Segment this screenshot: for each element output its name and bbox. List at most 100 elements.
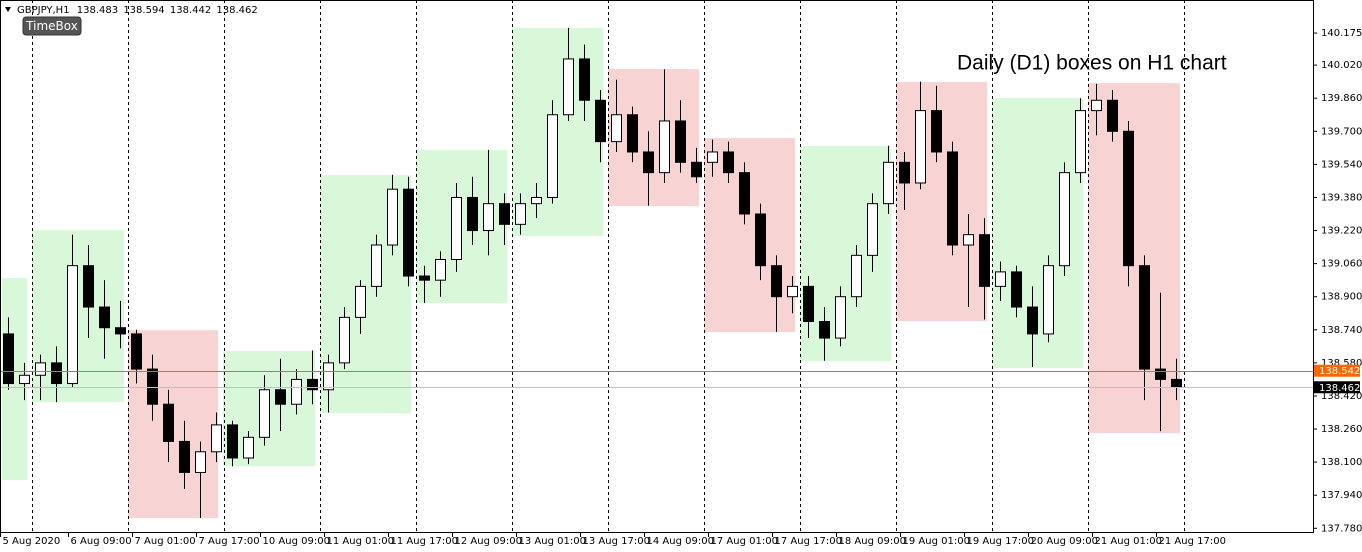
x-tick-label: 12 Aug 09:00 xyxy=(455,536,522,547)
y-tick-label: 138.900 xyxy=(1321,292,1362,303)
x-tick-label: 5 Aug 2020 xyxy=(3,536,61,547)
candle-body xyxy=(1155,368,1166,380)
header-close: 138.462 xyxy=(216,5,257,16)
candle-body xyxy=(467,196,478,232)
candle-body xyxy=(899,161,910,184)
x-tick-label: 13 Aug 17:00 xyxy=(583,536,650,547)
candle-body xyxy=(803,285,814,323)
header-open: 138.483 xyxy=(77,5,118,16)
x-tick-label: 20 Aug 09:00 xyxy=(1031,536,1098,547)
header: GBPJPY,H1 138.483 138.594 138.442 138.46… xyxy=(17,5,258,16)
candle-body xyxy=(195,451,206,473)
x-tick-label: 19 Aug 01:00 xyxy=(903,536,970,547)
x-tick-label: 18 Aug 09:00 xyxy=(839,536,906,547)
candle-body xyxy=(547,114,558,198)
plot-frame xyxy=(0,0,1314,533)
candle-body xyxy=(147,368,158,405)
candle-body xyxy=(1091,99,1102,112)
y-tick-label: 138.420 xyxy=(1321,391,1362,402)
candle-body xyxy=(67,265,78,385)
annotation: Daily (D1) boxes on H1 chart xyxy=(957,52,1227,75)
price-lines xyxy=(0,371,1313,388)
candle-body xyxy=(659,120,670,174)
candle-body xyxy=(963,234,974,246)
x-tick-label: 14 Aug 09:00 xyxy=(647,536,714,547)
candle-body xyxy=(979,234,990,287)
candle-body xyxy=(1059,172,1070,267)
candle-body xyxy=(1171,378,1182,388)
candle-body xyxy=(851,254,862,298)
candle-body xyxy=(563,58,574,116)
y-tick-label: 140.020 xyxy=(1321,60,1362,71)
day-box xyxy=(704,138,795,333)
candle-body xyxy=(227,424,238,459)
candle-body xyxy=(915,110,926,184)
price-tag xyxy=(1314,381,1360,394)
x-tick-label: 10 Aug 09:00 xyxy=(263,536,330,547)
y-tick-label: 138.580 xyxy=(1321,358,1362,369)
y-tick-label: 140.175 xyxy=(1321,28,1362,39)
candle-body xyxy=(179,440,190,473)
candle-body xyxy=(275,389,286,405)
candle-body xyxy=(403,188,414,277)
candle-body xyxy=(771,265,782,298)
menu-arrow[interactable] xyxy=(5,7,11,12)
candle-body xyxy=(595,99,606,143)
button-bg[interactable] xyxy=(22,16,82,36)
candle-body xyxy=(739,172,750,215)
x-tick-label: 7 Aug 01:00 xyxy=(135,536,196,547)
candle-body xyxy=(819,321,830,339)
candle-body xyxy=(355,285,366,318)
candle-body xyxy=(1139,265,1150,370)
candle-body xyxy=(1011,271,1022,308)
price-tag xyxy=(1314,364,1360,377)
symbol: GBPJPY,H1 xyxy=(17,5,70,16)
candle-body xyxy=(1107,99,1118,132)
candle-body xyxy=(243,436,254,459)
candle-body xyxy=(1123,130,1134,267)
candle-body xyxy=(435,258,446,281)
candle-body xyxy=(163,403,174,442)
candle-body xyxy=(3,333,14,385)
x-tick-label: 17 Aug 17:00 xyxy=(775,536,842,547)
candle-body xyxy=(483,203,494,232)
header-low: 138.442 xyxy=(170,5,211,16)
candle-body xyxy=(387,188,398,246)
axes: 140.175 140.020 139.860 139.700 139.540 139.3… xyxy=(0,28,1362,547)
timebox-button[interactable]: TimeBox xyxy=(22,16,82,36)
y-tick-label: 138.260 xyxy=(1321,424,1362,435)
y-tick-label: 139.220 xyxy=(1321,226,1362,237)
candle-body xyxy=(787,285,798,298)
candle-body xyxy=(627,114,638,153)
candle-body xyxy=(643,151,654,174)
candle-body xyxy=(947,151,958,246)
candle-body xyxy=(531,196,542,205)
candle-body xyxy=(419,275,430,281)
candle-body xyxy=(1027,306,1038,335)
candle-body xyxy=(211,424,222,453)
button-label[interactable]: TimeBox xyxy=(25,19,78,33)
candle-body xyxy=(1075,110,1086,174)
x-tick-label: 21 Aug 17:00 xyxy=(1159,536,1226,547)
candle-body xyxy=(307,378,318,391)
candle-body xyxy=(883,161,894,205)
candle-body xyxy=(755,213,766,267)
y-tick-label: 139.860 xyxy=(1321,93,1362,104)
candle-body xyxy=(291,378,302,405)
candle-body xyxy=(19,374,30,385)
x-tick-label: 13 Aug 01:00 xyxy=(519,536,586,547)
candle-body xyxy=(707,151,718,163)
candle-body xyxy=(691,161,702,178)
candle-body xyxy=(323,362,334,391)
price-tag-label: 138.542 xyxy=(1319,366,1360,377)
y-tick-label: 139.060 xyxy=(1321,259,1362,270)
candle-body xyxy=(867,203,878,256)
header-high: 138.594 xyxy=(123,5,164,16)
separators xyxy=(32,0,1185,532)
candle-body xyxy=(995,271,1006,287)
x-tick-label: 11 Aug 01:00 xyxy=(327,536,394,547)
x-tick-label: 7 Aug 17:00 xyxy=(199,536,260,547)
y-tick-label: 138.740 xyxy=(1321,325,1362,336)
y-tick-label: 139.380 xyxy=(1321,192,1362,203)
